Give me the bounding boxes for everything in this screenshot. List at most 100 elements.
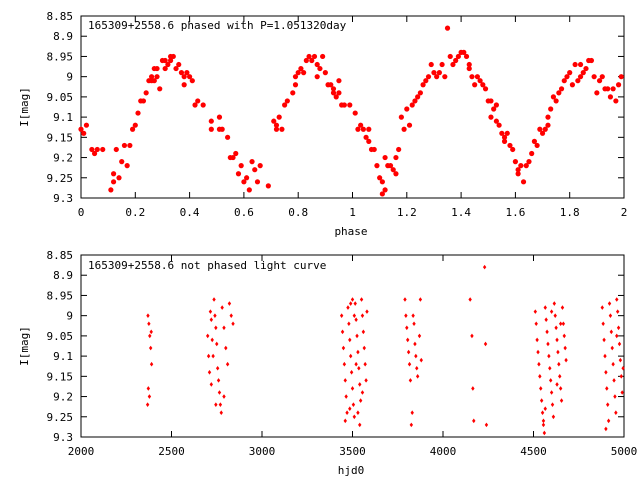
data-point	[355, 333, 359, 339]
data-point	[564, 74, 570, 80]
data-point	[419, 357, 423, 363]
data-point	[208, 126, 214, 132]
x-tick-label: 1.6	[505, 206, 525, 219]
phased-light-curve-panel: 0 0.2 0.4 0.6 0.8 1 1.2 1.4 1.6 1.8 2 8.85 8.9 8.95 9…	[18, 10, 627, 238]
data-point	[480, 82, 486, 88]
data-point	[556, 349, 560, 355]
data-point	[539, 130, 546, 136]
data-point	[434, 74, 440, 80]
data-point	[612, 378, 616, 383]
data-point	[601, 321, 605, 327]
data-point	[149, 329, 153, 335]
data-point	[154, 65, 160, 72]
data-point	[455, 53, 461, 60]
data-point	[241, 179, 247, 185]
data-point	[423, 78, 429, 84]
data-point	[212, 297, 216, 302]
data-point	[544, 317, 548, 323]
data-point	[415, 94, 421, 100]
data-point	[350, 386, 355, 391]
data-points	[145, 264, 625, 436]
y-axis-label: I[mag]	[18, 87, 31, 127]
data-point	[365, 309, 369, 314]
data-point	[468, 297, 472, 302]
y-tick-label: 8.9	[53, 30, 73, 43]
data-point	[208, 309, 213, 314]
x-tick-label: 1.2	[397, 206, 417, 219]
data-point	[352, 414, 357, 420]
data-point	[409, 422, 414, 428]
data-point	[414, 353, 418, 359]
data-point	[207, 369, 212, 375]
data-point	[547, 353, 551, 359]
data-point	[257, 163, 263, 169]
x-tick-label: 2500	[158, 445, 185, 458]
data-point	[157, 86, 163, 92]
y-tick-label: 9.05	[47, 91, 74, 104]
data-point	[284, 98, 290, 104]
data-point	[603, 353, 607, 359]
data-point	[545, 329, 549, 335]
data-point	[615, 333, 619, 339]
data-point	[215, 341, 219, 347]
data-point	[343, 418, 347, 424]
data-point	[575, 78, 581, 84]
data-point	[493, 102, 499, 108]
data-point	[216, 378, 221, 383]
data-point	[348, 353, 353, 359]
data-point	[227, 301, 232, 306]
data-point	[298, 65, 304, 72]
y-tick-label: 9.3	[53, 431, 73, 444]
data-point	[439, 61, 445, 68]
data-point	[540, 410, 545, 416]
data-point	[154, 74, 160, 80]
data-point	[78, 126, 84, 132]
data-point	[314, 74, 320, 80]
data-point	[538, 374, 542, 379]
x-tick-label: 0.2	[125, 206, 145, 219]
data-point	[377, 175, 383, 181]
data-point	[405, 325, 409, 331]
x-tick-label: 1.8	[560, 206, 580, 219]
data-point	[181, 82, 187, 88]
data-point	[148, 333, 152, 339]
data-point	[340, 329, 345, 335]
data-point	[555, 382, 559, 387]
data-point	[619, 374, 623, 379]
data-point	[167, 57, 174, 64]
data-point	[534, 142, 540, 149]
data-point	[301, 70, 307, 76]
data-point	[336, 90, 342, 96]
y-tick-labels: 8.85 8.9 8.95 9 9.05 9.1 9.15 9.2 9.25 9.3	[47, 249, 74, 444]
data-point	[146, 386, 151, 391]
data-point	[491, 106, 497, 112]
data-point	[512, 159, 519, 165]
data-point	[273, 126, 280, 132]
y-tick-label: 9.25	[47, 172, 74, 185]
data-point	[244, 175, 250, 181]
data-point	[549, 390, 554, 395]
data-point	[577, 74, 584, 80]
data-point	[151, 78, 157, 84]
data-point	[355, 126, 361, 132]
unphased-light-curve-panel: 2000 2500 3000 3500 4000 4500 5000 8.85 8.9 8.95…	[18, 249, 637, 477]
y-tick-label: 8.95	[47, 50, 74, 63]
data-point	[605, 86, 611, 92]
data-point	[567, 70, 573, 76]
data-point	[184, 70, 190, 76]
data-point	[165, 61, 171, 68]
data-point	[499, 130, 505, 136]
data-point	[354, 317, 358, 323]
data-point	[599, 74, 605, 80]
data-point	[613, 98, 619, 104]
data-point	[192, 102, 198, 108]
data-point	[398, 114, 404, 120]
data-point	[147, 321, 151, 327]
data-point	[352, 313, 357, 318]
data-point	[563, 345, 567, 351]
y-tick-label: 9.05	[47, 330, 74, 343]
data-point	[501, 138, 508, 144]
data-point	[515, 171, 521, 177]
